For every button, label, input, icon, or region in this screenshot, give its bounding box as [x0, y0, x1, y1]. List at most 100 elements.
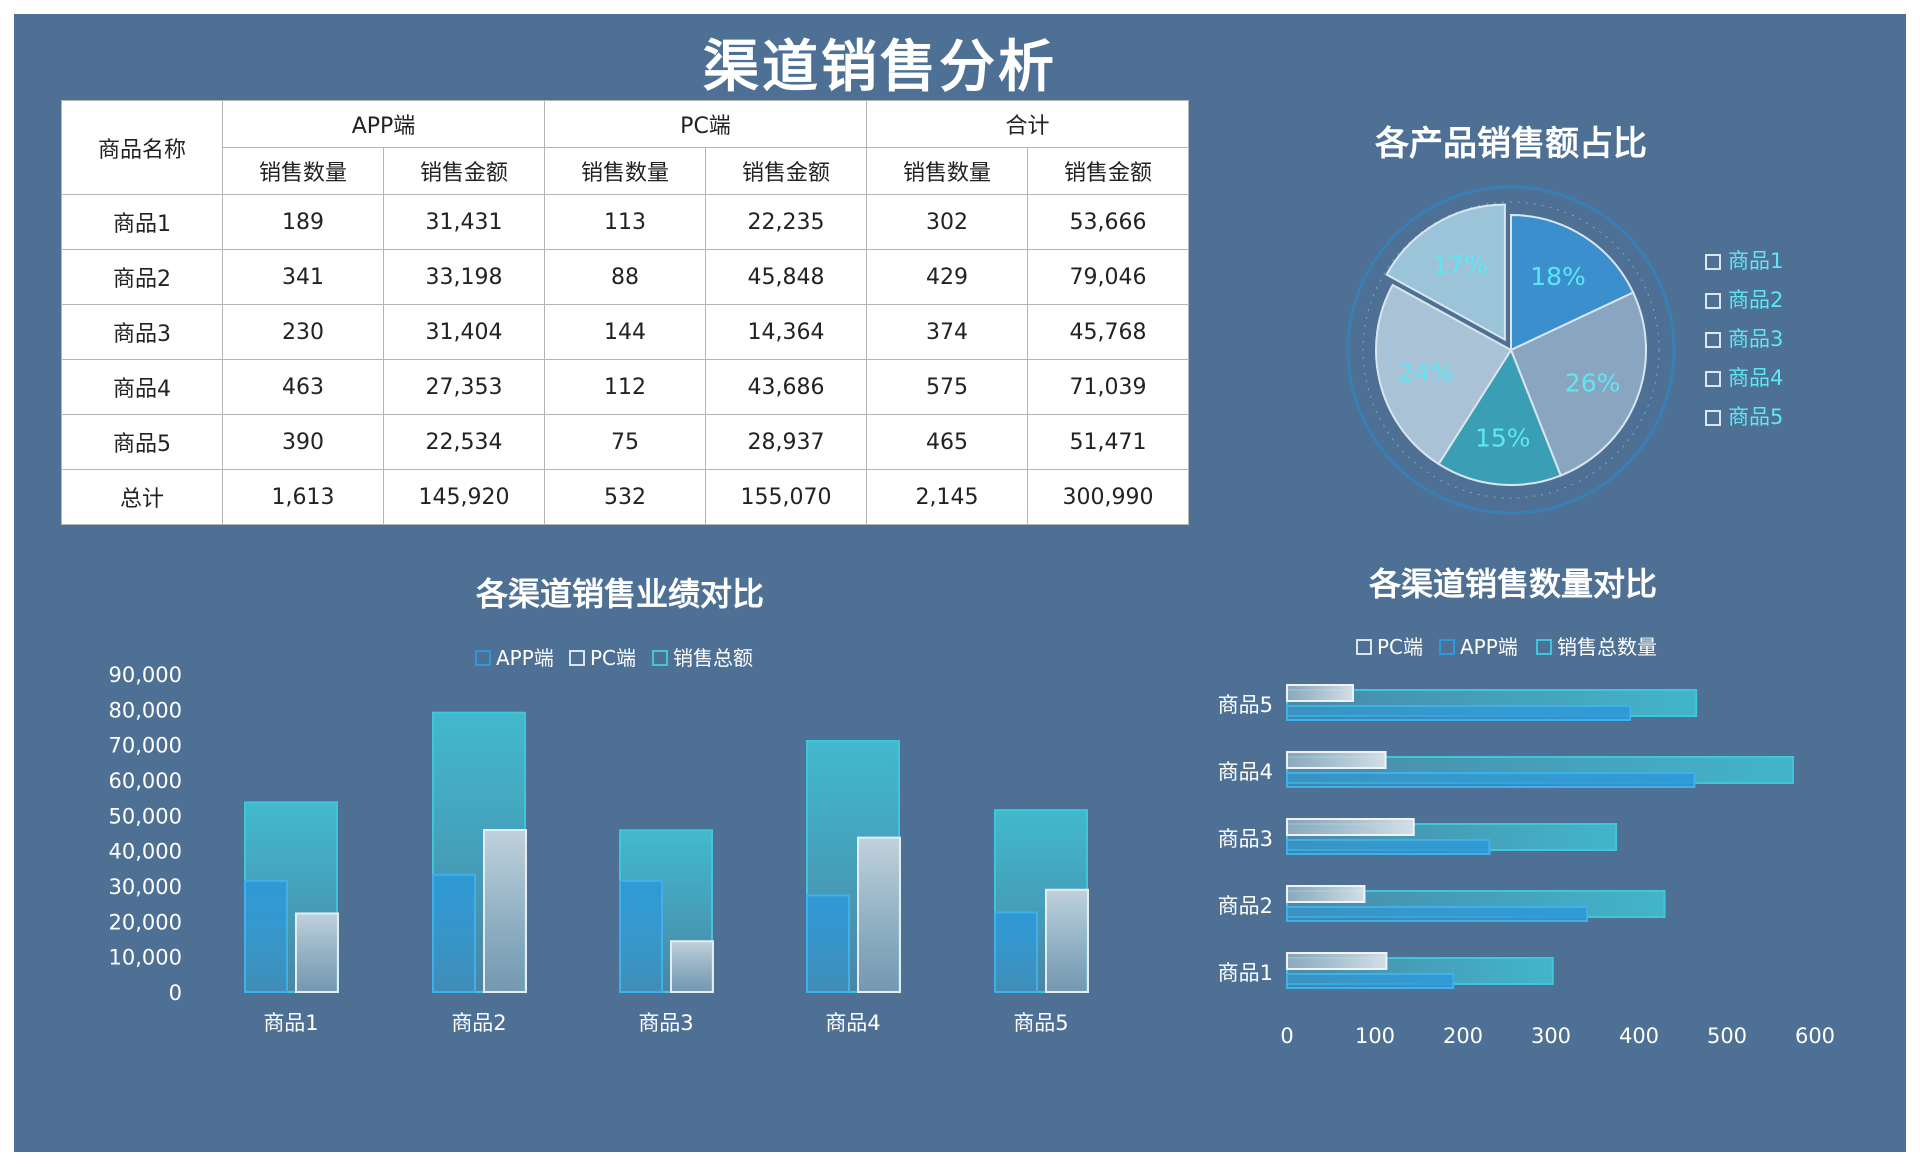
hbar-app: [1286, 772, 1696, 788]
table-cell: 2,145: [866, 469, 1028, 525]
table-cell: 43,686: [705, 359, 867, 415]
hbar-app: [1286, 973, 1455, 989]
column-y-tick-label: 40,000: [109, 840, 182, 864]
table-cell: 113: [544, 194, 706, 250]
table-cell: 1,613: [222, 469, 384, 525]
hbar-legend-swatch: [1536, 639, 1552, 655]
table-cell: 155,070: [705, 469, 867, 525]
subheader-cell: 销售数量: [544, 147, 706, 195]
horizontal-bar-chart: 各渠道销售数量对比 PC端 APP端 销售总数量 0 100 200 300 400 500 600…: [1218, 565, 1835, 1048]
table-row: 商品2 341 33,198 88 45,848 429 79,046: [61, 249, 1189, 305]
header-group-app: APP端: [222, 100, 545, 148]
pie-legend-swatch: [1705, 332, 1721, 348]
hbar-y-tick-label: 商品2: [1218, 894, 1273, 918]
hbar-chart-title: 各渠道销售数量对比: [1369, 565, 1657, 603]
hbar-x-tick-label: 300: [1531, 1024, 1571, 1048]
pie-legend-swatch: [1705, 410, 1721, 426]
header-group-total: 合计: [866, 100, 1189, 148]
table-row-total: 总计 1,613 145,920 532 155,070 2,145 300,9…: [61, 469, 1189, 525]
table-cell: 45,848: [705, 249, 867, 305]
column-legend-swatch: [475, 650, 491, 666]
pie-slice: [1437, 347, 1562, 486]
subheader-cell: 销售数量: [866, 147, 1028, 195]
table-row: 商品4 463 27,353 112 43,686 575 71,039: [61, 359, 1189, 415]
table-cell: 532: [544, 469, 706, 525]
pie-outer-ring: [1346, 185, 1676, 515]
table-cell: 22,235: [705, 194, 867, 250]
table-cell: 144: [544, 304, 706, 360]
table-cell: 53,666: [1027, 194, 1189, 250]
subheader-cell: 销售金额: [1027, 147, 1189, 195]
hbar-pc: [1286, 885, 1366, 903]
table-row: 商品3 230 31,404 144 14,364 374 45,768: [61, 304, 1189, 360]
hbar-pc: [1286, 684, 1354, 702]
hbar-legend-label: PC端: [1377, 635, 1423, 659]
column-y-tick-label: 30,000: [109, 875, 182, 899]
table-cell: 374: [866, 304, 1028, 360]
hbar-legend-label: 销售总数量: [1557, 635, 1657, 659]
table-row: 商品1 189 31,431 113 22,235 302 53,666: [61, 194, 1189, 250]
table-cell: 463: [222, 359, 384, 415]
pie-legend-label: 商品2: [1728, 288, 1783, 312]
pie-legend-label: 商品5: [1728, 405, 1783, 429]
hbar-x-tick-label: 0: [1280, 1024, 1293, 1048]
column-x-tick-label: 商品1: [263, 1011, 318, 1035]
hbar-y-tick-label: 商品1: [1218, 961, 1273, 985]
pie-value-label: 24%: [1398, 358, 1454, 387]
table-cell: 22,534: [383, 414, 545, 470]
column-y-tick-label: 10,000: [109, 946, 182, 970]
hbar-app: [1286, 839, 1491, 855]
row-name: 商品5: [61, 414, 223, 470]
hbar-y-tick-label: 商品4: [1218, 760, 1273, 784]
pie-slice: [1385, 203, 1506, 342]
hbar-x-tick-label: 100: [1355, 1024, 1395, 1048]
row-name: 商品1: [61, 194, 223, 250]
column-chart: 各渠道销售业绩对比 APP端 PC端 销售总额 0 10,000 20,000 30,000 4…: [109, 575, 1089, 1035]
pie-legend-swatch: [1705, 254, 1721, 270]
header-product-name: 商品名称: [61, 100, 223, 195]
table-cell: 27,353: [383, 359, 545, 415]
table-cell: 112: [544, 359, 706, 415]
column-legend-label: 销售总额: [673, 646, 753, 670]
column-bar-pc: [857, 836, 901, 994]
pie-value-label: 15%: [1475, 423, 1531, 452]
hbar-x-tick-label: 200: [1443, 1024, 1483, 1048]
table-cell: 28,937: [705, 414, 867, 470]
column-bar-app: [806, 894, 850, 993]
column-legend-swatch: [652, 650, 668, 666]
column-y-tick-label: 50,000: [109, 804, 182, 828]
pie-value-label: 26%: [1565, 368, 1621, 397]
hbar-app: [1286, 705, 1632, 721]
pie-legend-swatch: [1705, 293, 1721, 309]
table-cell: 145,920: [383, 469, 545, 525]
column-bar-pc: [295, 912, 339, 994]
row-name: 总计: [61, 469, 223, 525]
pie-slice: [1510, 213, 1635, 352]
pie-legend-swatch: [1705, 371, 1721, 387]
pie-legend-label: 商品4: [1728, 366, 1783, 390]
column-y-tick-label: 90,000: [109, 663, 182, 687]
page-title: 渠道销售分析: [703, 35, 1057, 100]
pie-legend-label: 商品1: [1728, 249, 1783, 273]
column-x-tick-label: 商品4: [825, 1011, 880, 1035]
column-bar-pc: [670, 940, 714, 993]
column-y-tick-label: 0: [169, 981, 182, 1005]
column-bar-pc: [1045, 888, 1089, 993]
column-legend-label: PC端: [590, 646, 636, 670]
table-cell: 390: [222, 414, 384, 470]
column-bar-app: [432, 873, 476, 993]
hbar-y-tick-label: 商品5: [1218, 693, 1273, 717]
hbar-legend-swatch: [1356, 639, 1372, 655]
pie-value-label: 17%: [1432, 250, 1488, 279]
row-name: 商品2: [61, 249, 223, 305]
column-x-tick-label: 商品3: [638, 1011, 693, 1035]
table-cell: 45,768: [1027, 304, 1189, 360]
pie-value-label: 18%: [1530, 262, 1586, 291]
table-cell: 189: [222, 194, 384, 250]
pie-slice: [1375, 283, 1513, 466]
table-cell: 465: [866, 414, 1028, 470]
hbar-pc: [1286, 818, 1415, 836]
hbar-x-tick-label: 500: [1707, 1024, 1747, 1048]
sales-table: 商品名称 APP端 PC端 合计 销售数量 销售金额 销售数量 销售金额 销售数…: [61, 100, 1189, 525]
